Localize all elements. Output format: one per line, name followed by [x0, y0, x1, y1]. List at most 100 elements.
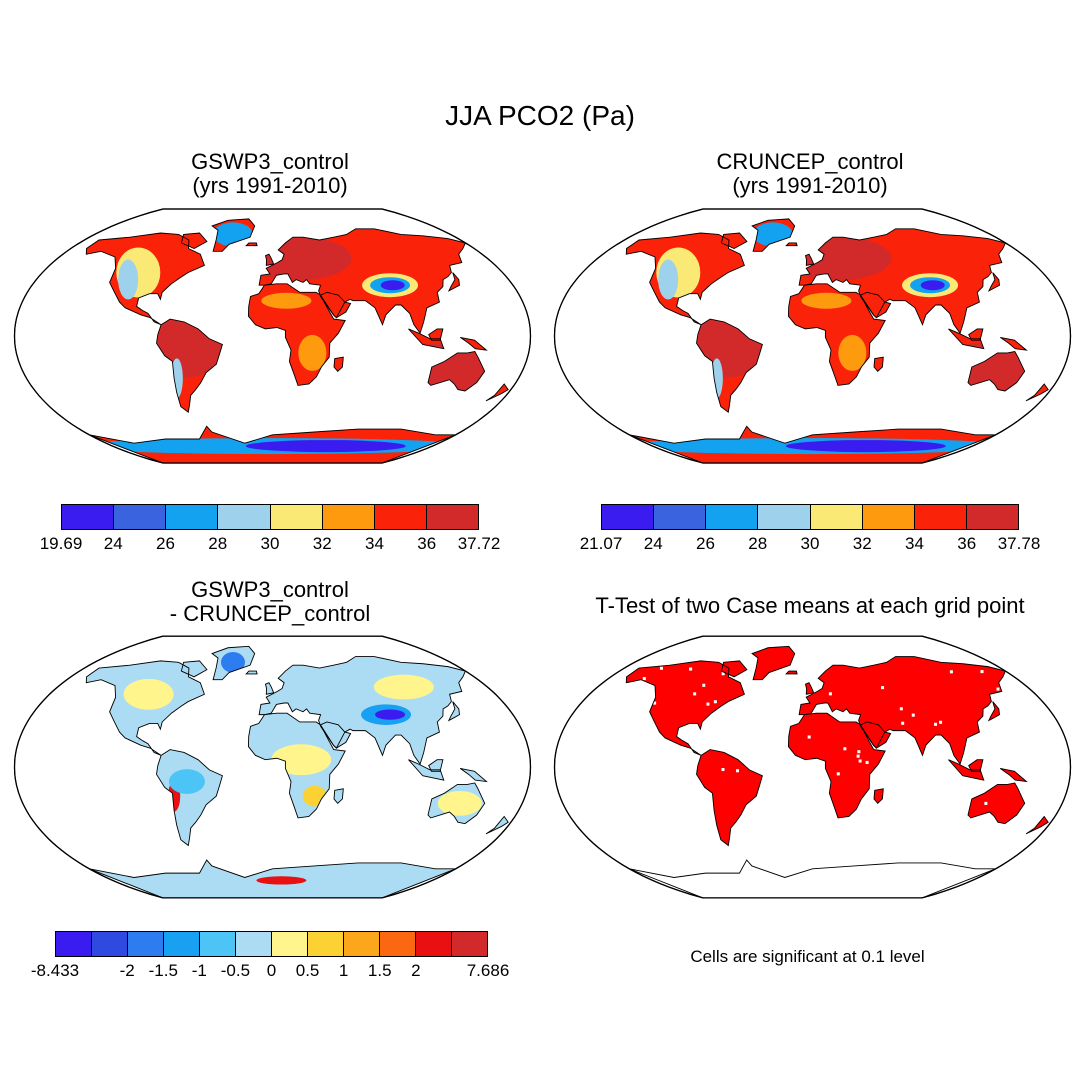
- colorbar-tick-label: -1.5: [148, 961, 178, 980]
- coastline-arabia: [319, 291, 352, 319]
- colorbar-tick-label: 7.686: [466, 961, 510, 980]
- coastline-namerica: [625, 660, 745, 756]
- value-region: [920, 280, 945, 291]
- insignificant-cell: [996, 687, 1000, 691]
- insignificant-cell: [713, 700, 717, 704]
- insignificant-cell: [642, 677, 646, 681]
- coastline-africa: [247, 712, 346, 819]
- colorbar-swatch: [200, 932, 236, 956]
- colorbar-tick-label: 36: [417, 534, 437, 553]
- colorbar-tick-label: -1: [191, 961, 207, 980]
- value-region: [375, 709, 406, 720]
- antarctica-not-significant: [629, 860, 996, 898]
- colorbar-swatch: [914, 505, 967, 529]
- value-region: [437, 790, 482, 816]
- colorbar-swatch: [452, 932, 487, 956]
- insignificant-cell: [984, 801, 988, 805]
- colorbar-tick-label: 2: [411, 961, 421, 980]
- colorbar-tick-label: 26: [696, 534, 715, 553]
- colorbar-swatch: [114, 505, 167, 529]
- coastline-madagascar: [873, 788, 884, 805]
- colorbar-tick-label: 0: [266, 961, 277, 980]
- insignificant-cell: [980, 670, 984, 674]
- globe-border: [553, 635, 1072, 899]
- coastline-arabia: [859, 721, 892, 749]
- colorbar-tick-label: 19.69: [39, 534, 83, 553]
- coastline-namerica: [85, 232, 205, 326]
- colorbar-tick-label: 1.5: [367, 961, 392, 980]
- colorbar-swatch: [758, 505, 811, 529]
- globe-border: [13, 208, 532, 464]
- value-region: [801, 292, 852, 309]
- insignificant-cell: [689, 667, 693, 671]
- insignificant-cell: [828, 692, 832, 696]
- value-region: [123, 678, 174, 710]
- colorbar-swatch: [810, 505, 863, 529]
- coastline-madagascar: [333, 788, 344, 805]
- colorbar-swatch: [602, 505, 655, 529]
- value-region: [658, 259, 679, 300]
- coastline-newguinea: [1000, 767, 1028, 783]
- colorbar-tick-label: 28: [208, 534, 228, 553]
- insignificant-cell: [934, 722, 938, 726]
- coastline-antarctica: [89, 425, 456, 464]
- value-region: [785, 440, 946, 453]
- coastline-samerica: [156, 318, 223, 414]
- coastline-africa: [787, 283, 886, 386]
- colorbar-tick-label: 37.78: [997, 534, 1041, 553]
- coastline-iceland: [785, 670, 798, 675]
- colorbar-gswp3: [61, 504, 479, 530]
- value-region: [168, 769, 205, 794]
- coastline-arabia: [859, 291, 892, 319]
- coastline-eurasia: [258, 228, 467, 335]
- insignificant-cell: [881, 686, 885, 690]
- coastline-namerica: [625, 232, 745, 326]
- colorbar-swatch: [706, 505, 759, 529]
- colorbar-swatch: [308, 932, 344, 956]
- panel-title-gswp3: GSWP3_control (yrs 1991-2010): [191, 149, 349, 198]
- coastline-arabia: [319, 721, 352, 749]
- insignificant-cell: [843, 747, 847, 751]
- coastline-australia: [427, 350, 486, 392]
- coastline-greenland: [211, 218, 256, 252]
- colorbar-tick-label: 30: [800, 534, 820, 553]
- coastline-nz: [485, 383, 509, 402]
- colorbar-tick-label: 32: [852, 534, 872, 553]
- globe-border: [13, 635, 532, 899]
- colorbar-tick-label: 37.72: [457, 534, 501, 553]
- panel-title-ttest: T-Test of two Case means at each grid po…: [595, 593, 1025, 618]
- coastline-australia: [967, 350, 1026, 392]
- coastline-australia: [427, 782, 486, 825]
- value-region: [220, 651, 245, 673]
- coastline-eurasia: [798, 228, 1007, 335]
- coastline-antarctica: [89, 859, 456, 899]
- coastline-nz: [485, 815, 509, 835]
- value-region: [271, 744, 332, 776]
- coastline-nz: [1025, 383, 1049, 402]
- insignificant-cell: [721, 672, 725, 676]
- coastline-samerica: [156, 749, 223, 847]
- colorbar-swatch: [56, 932, 92, 956]
- colorbar-swatch: [166, 505, 219, 529]
- value-region: [118, 259, 139, 300]
- panel-title-cruncep: CRUNCEP_control (yrs 1991-2010): [716, 149, 904, 198]
- colorbar-tick-label: 1: [338, 961, 349, 980]
- insignificant-cell: [653, 701, 657, 705]
- coastline-japan: [987, 272, 1000, 292]
- coastline-newguinea: [460, 336, 488, 351]
- colorbar-tick-label: 36: [957, 534, 977, 553]
- insignificant-cell: [901, 721, 905, 725]
- coastline-borneo: [968, 328, 984, 341]
- coastline-eurasia: [258, 656, 467, 766]
- coastline-newguinea: [460, 767, 488, 783]
- colorbar-swatch: [62, 505, 115, 529]
- insignificant-cell: [949, 670, 953, 674]
- insignificant-cell: [659, 666, 663, 670]
- value-region: [838, 334, 867, 371]
- coastline-samerica: [696, 318, 763, 414]
- colorbar-tick-label: 28: [748, 534, 768, 553]
- insignificant-cell: [693, 692, 697, 696]
- colorbar-swatch: [272, 932, 308, 956]
- colorbar-tick-label: 0.5: [295, 961, 320, 980]
- value-region: [245, 440, 406, 453]
